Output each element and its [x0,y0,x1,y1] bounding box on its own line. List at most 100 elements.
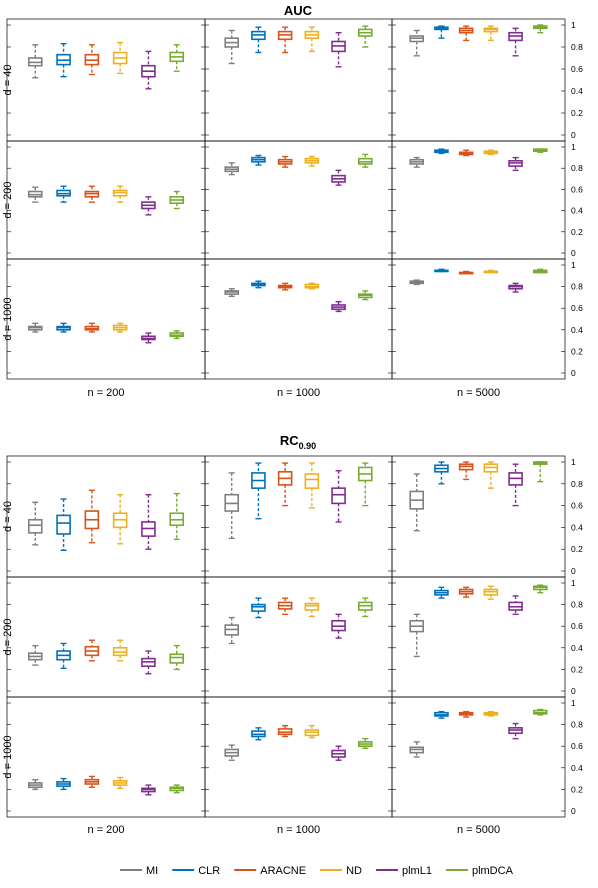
column-label: n = 1000 [277,824,320,836]
row-label: d = 200 [2,618,14,655]
box-plmDCA [169,330,185,340]
column-label: n = 200 [87,824,124,836]
box-CLR [251,154,266,166]
chart-title-subscript: 0.90 [299,441,317,451]
y-tick-label: 0.4 [571,522,583,532]
box-plmL1 [508,282,523,293]
panel-r1-c2 [391,576,566,698]
box-plmDCA [169,492,185,541]
panel-r2-c2 [391,696,566,818]
box-MI [224,29,240,65]
legend: MI CLR ARACNE ND plmL1 plmDCA [120,865,514,877]
box-CLR [434,710,449,719]
box-MI [27,644,43,666]
legend-label: CLR [198,865,220,877]
y-tick-label: 0.4 [571,206,583,216]
box-ARACNE [277,26,293,54]
box-CLR [434,25,449,39]
panel-frame [204,576,393,698]
box-plmDCA [532,461,548,483]
box-plmL1 [508,156,523,172]
box-plmL1 [141,494,156,550]
panel-frame [204,18,393,142]
y-tick-label: 0.2 [571,544,583,554]
box-ARACNE [458,270,474,275]
box-MI [409,613,425,658]
box-plmDCA [169,644,185,671]
box-ND [483,461,499,489]
box-plmL1 [331,32,346,68]
panel-frame [391,696,566,818]
box-MI [27,778,43,791]
box-ND [112,185,128,203]
legend-item-plml1: plmL1 [375,865,432,877]
box-ARACNE [277,724,293,738]
box-plmL1 [331,470,346,523]
box-CLR [251,727,266,741]
column-label: n = 200 [87,387,124,399]
box-plmL1 [331,301,346,313]
box-ARACNE [458,149,474,157]
box-ARACNE [84,489,100,544]
row-label: d = 1000 [2,735,14,778]
box-CLR [251,597,266,619]
panel-frame [6,576,206,698]
box-plmL1 [331,169,346,186]
panel-r0-c2 [391,455,566,578]
column-label: n = 5000 [457,387,500,399]
y-tick-label: 0.8 [571,42,583,52]
panel-r0-c1 [204,455,393,578]
box-plmL1 [508,27,523,57]
row-label: d = 200 [2,181,14,218]
panel-r0-c0 [6,18,206,142]
column-label: n = 1000 [277,387,320,399]
y-tick-label: 0 [571,130,576,140]
panel-frame [6,258,206,380]
panel-r2-c0 [6,258,206,380]
box-ND [304,155,320,167]
column-label: n = 5000 [457,824,500,836]
legend-item-mi: MI [120,865,158,877]
box-CLR [56,777,71,791]
box-ARACNE [277,597,293,616]
row-label: d = 1000 [2,297,14,340]
box-MI [409,473,425,532]
panel-frame [6,18,206,142]
y-tick-label: 0.6 [571,303,583,313]
box-ND [304,282,320,290]
legend-item-nd: ND [320,865,362,877]
box-ARACNE [277,282,293,291]
y-tick-label: 0 [571,686,576,696]
y-tick-label: 0.6 [571,741,583,751]
box-plmL1 [508,463,523,507]
box-ARACNE [458,586,474,598]
panel-r2-c0 [6,696,206,818]
row-label: d = 40 [2,65,14,96]
box-CLR [251,280,266,289]
box-ND [483,149,499,156]
box-MI [27,322,43,333]
box-plmL1 [508,722,523,740]
box-plmDCA [357,290,373,301]
box-ARACNE [84,775,100,788]
box-ND [304,26,320,53]
box-CLR [251,462,266,520]
box-plmDCA [357,597,373,618]
box-plmL1 [141,332,156,344]
box-plmDCA [357,737,373,750]
box-ND [304,724,320,739]
box-ND [112,322,128,333]
box-ND [483,269,499,274]
box-ARACNE [84,185,100,203]
y-tick-label: 0.6 [571,184,583,194]
y-tick-label: 0.6 [571,621,583,631]
box-MI [224,744,240,761]
y-tick-label: 1 [571,578,576,588]
box-ARACNE [458,461,474,481]
box-ARACNE [277,462,293,507]
y-tick-label: 0.6 [571,64,583,74]
y-tick-label: 0.8 [571,479,583,489]
y-tick-label: 0 [571,248,576,258]
box-MI [409,741,425,758]
box-CLR [434,268,449,273]
